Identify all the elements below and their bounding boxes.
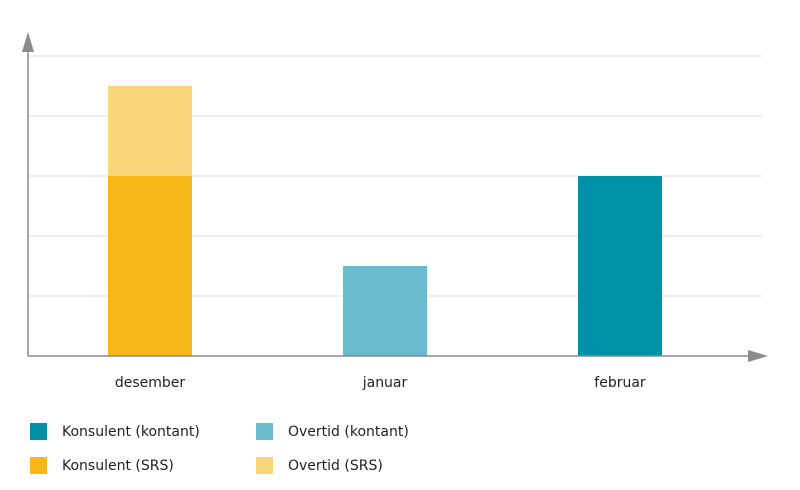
- x-axis-arrow: [748, 350, 768, 362]
- bar-segment: [343, 266, 427, 356]
- legend-label: Overtid (SRS): [288, 458, 383, 474]
- legend-label: Konsulent (kontant): [62, 424, 200, 440]
- x-tick-label: desember: [115, 375, 186, 391]
- legend-label: Konsulent (SRS): [62, 458, 174, 474]
- legend-label: Overtid (kontant): [288, 424, 409, 440]
- y-axis-arrow: [22, 32, 34, 52]
- legend-swatch: [30, 457, 47, 474]
- x-tick-label: februar: [594, 375, 646, 391]
- bar-segment: [578, 176, 662, 356]
- bar-segment: [108, 86, 192, 176]
- legend-swatch: [30, 423, 47, 440]
- bar-segment: [108, 176, 192, 356]
- legend-swatch: [256, 457, 273, 474]
- x-tick-label: januar: [362, 375, 408, 391]
- legend-swatch: [256, 423, 273, 440]
